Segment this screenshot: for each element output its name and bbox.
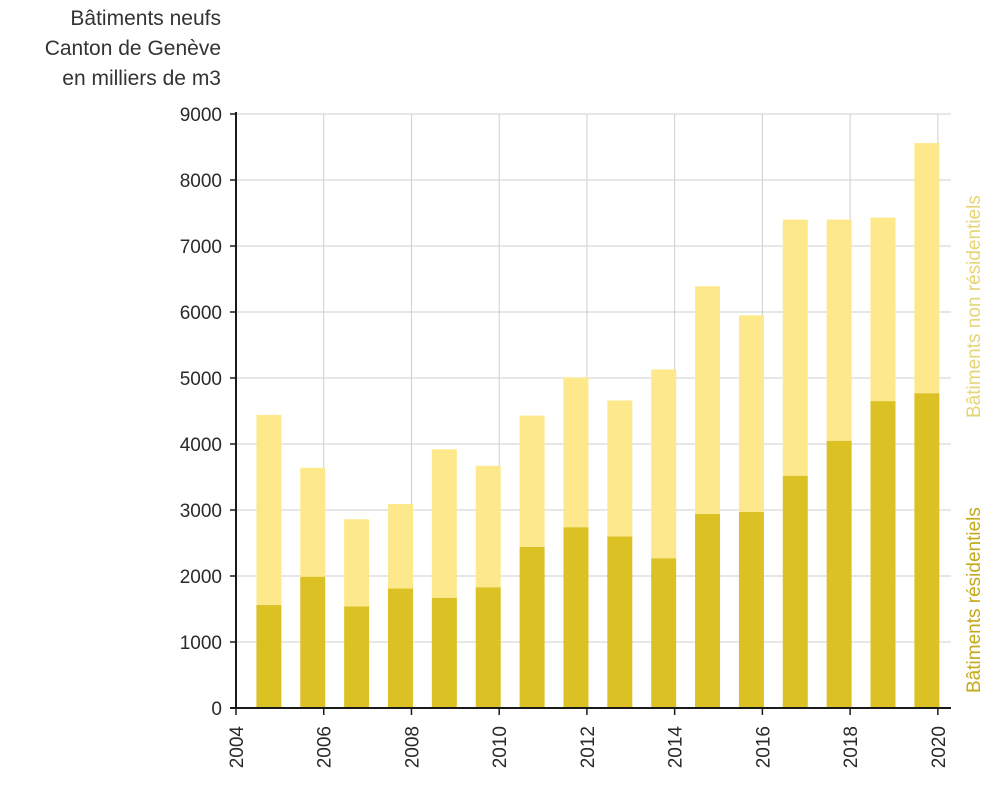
y-tick-label: 7000 — [180, 237, 222, 258]
bar-non-residential — [607, 400, 633, 537]
bar-residential — [826, 440, 852, 708]
bar-residential — [475, 587, 501, 708]
bar-non-residential — [870, 217, 896, 402]
bar-non-residential — [431, 449, 457, 598]
y-tick-label: 5000 — [180, 369, 222, 390]
bar-residential — [607, 536, 633, 708]
bar-residential — [431, 597, 457, 708]
bar-non-residential — [344, 519, 370, 607]
title-line-2: Canton de Genève — [44, 37, 221, 60]
bar-non-residential — [519, 415, 545, 547]
bar-residential — [563, 527, 589, 708]
title-line-3: en milliers de m3 — [62, 67, 221, 90]
y-tick-label: 8000 — [180, 171, 222, 192]
y-tick-label: 4000 — [180, 435, 222, 456]
x-tick-label: 2016 — [753, 726, 774, 768]
bar-residential — [914, 393, 940, 708]
x-tick-label: 2014 — [666, 726, 687, 769]
bar-non-residential — [563, 377, 589, 528]
series-label-residential: Bâtiments résidentiels — [964, 507, 985, 693]
bar-non-residential — [300, 467, 326, 577]
series-labels: Bâtiments résidentiels Bâtiments non rési… — [964, 195, 985, 693]
bar-residential — [300, 576, 326, 708]
bar-residential — [870, 401, 896, 708]
bar-non-residential — [695, 286, 721, 514]
bar-non-residential — [782, 219, 808, 476]
y-tick-label: 9000 — [180, 105, 222, 126]
x-tick-label: 2008 — [402, 726, 423, 768]
bar-non-residential — [738, 315, 764, 512]
bar-non-residential — [256, 414, 282, 606]
x-tick-label: 2004 — [227, 726, 248, 769]
bar-residential — [782, 475, 808, 708]
bar-residential — [738, 511, 764, 708]
axes — [230, 112, 951, 715]
bar-residential — [651, 558, 677, 708]
bar-residential — [344, 606, 370, 708]
x-tick-label: 2012 — [578, 726, 599, 768]
bar-non-residential — [914, 143, 940, 394]
bars — [256, 143, 940, 708]
y-tick-label: 6000 — [180, 303, 222, 324]
bar-residential — [695, 513, 721, 708]
x-tick-label: 2020 — [929, 726, 950, 768]
x-tick-labels: 2004 2006 2008 2010 2012 2014 2016 2018 2020 — [227, 726, 950, 769]
bar-residential — [387, 588, 413, 708]
y-tick-label: 2000 — [180, 567, 222, 588]
bar-non-residential — [475, 465, 501, 588]
y-tick-label: 3000 — [180, 501, 222, 522]
bar-non-residential — [387, 504, 413, 589]
bar-residential — [519, 546, 545, 708]
title-line-1: Bâtiments neufs — [70, 7, 221, 30]
x-tick-label: 2010 — [490, 726, 511, 768]
chart-title: Bâtiments neufs Canton de Genève en mill… — [45, 4, 221, 94]
y-tick-label: 0 — [211, 699, 222, 720]
y-tick-label: 1000 — [180, 633, 222, 654]
x-tick-label: 2018 — [841, 726, 862, 768]
y-tick-labels: 0 1000 2000 3000 4000 5000 6000 7000 8000 9000 — [180, 105, 222, 720]
bar-residential — [256, 605, 282, 708]
series-label-non-residential: Bâtiments non résidentiels — [964, 195, 985, 418]
x-tick-label: 2006 — [315, 726, 336, 768]
bar-non-residential — [826, 219, 852, 441]
bar-non-residential — [651, 369, 677, 559]
